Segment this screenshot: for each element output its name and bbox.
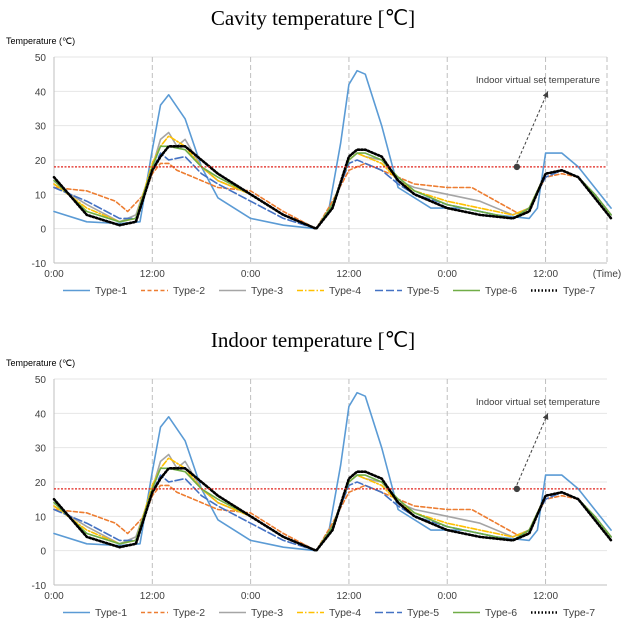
x-tick-label: 12:00 xyxy=(336,269,361,280)
legend-item-type-3: Type-3 xyxy=(251,285,283,297)
y-tick-label: 0 xyxy=(40,547,46,558)
legend-item-type-4: Type-4 xyxy=(329,607,361,619)
series-line-type-7 xyxy=(52,467,613,552)
legend-item-type-3: Type-3 xyxy=(251,607,283,619)
x-tick-label: 12:00 xyxy=(336,591,361,602)
chart-svg: -10 0 10 20 30 40 50 0:00 12:00 0:00 12:00 0:00 12:0… xyxy=(6,358,613,619)
x-tick-label: 12:00 xyxy=(140,591,165,602)
y-tick-label: 20 xyxy=(35,478,47,489)
annotation-arrow xyxy=(516,413,549,486)
y-axis-label: Temperature (℃) xyxy=(6,358,75,368)
y-tick-label: 30 xyxy=(35,444,47,455)
legend-item-type-5: Type-5 xyxy=(407,285,439,297)
y-tick-label: 50 xyxy=(35,375,47,386)
annotation-marker xyxy=(513,485,521,493)
chart-svg: -10 0 10 20 30 40 50 0:00 12:00 0:00 12:00 0:00 12:0… xyxy=(6,36,622,297)
x-tick-label: 0:00 xyxy=(438,591,458,602)
y-tick-label: 10 xyxy=(35,512,47,523)
legend-item-type-7: Type-7 xyxy=(563,607,595,619)
y-tick-label: 40 xyxy=(35,87,47,98)
annotation-marker xyxy=(513,163,521,171)
annotation-arrow xyxy=(516,91,549,164)
legend-item-type-1: Type-1 xyxy=(95,607,127,619)
chart-title: Indoor temperature [℃] xyxy=(210,328,416,352)
x-tick-label: 0:00 xyxy=(241,269,261,280)
y-tick-label: -10 xyxy=(32,259,47,270)
legend-item-type-5: Type-5 xyxy=(407,607,439,619)
x-tick-label: 12:00 xyxy=(533,269,558,280)
y-tick-label: 10 xyxy=(35,190,47,201)
series-line-type-7 xyxy=(52,145,613,230)
y-tick-label: -10 xyxy=(32,581,47,592)
legend-item-type-4: Type-4 xyxy=(329,285,361,297)
y-tick-label: 0 xyxy=(40,225,46,236)
x-tick-label: 0:00 xyxy=(44,269,64,280)
legend-item-type-6: Type-6 xyxy=(485,607,517,619)
legend-item-type-6: Type-6 xyxy=(485,285,517,297)
chart-title: Cavity temperature [℃] xyxy=(210,6,416,30)
legend-item-type-2: Type-2 xyxy=(173,285,205,297)
series-line-type-1 xyxy=(53,391,612,552)
y-tick-label: 50 xyxy=(35,53,47,64)
legend-item-type-2: Type-2 xyxy=(173,607,205,619)
x-tick-label: 12:00 xyxy=(140,269,165,280)
y-tick-label: 20 xyxy=(35,156,47,167)
indoor-temperature-chart: Indoor temperature [℃] -10 0 10 20 30 40 50 0:0… xyxy=(0,322,626,622)
legend-item-type-7: Type-7 xyxy=(563,285,595,297)
series-line-type-1 xyxy=(53,69,612,230)
y-tick-label: 40 xyxy=(35,409,47,420)
legend-item-type-1: Type-1 xyxy=(95,285,127,297)
y-tick-label: 30 xyxy=(35,122,47,133)
annotation-label: Indoor virtual set temperature xyxy=(476,397,600,408)
annotation-label: Indoor virtual set temperature xyxy=(476,75,600,86)
cavity-temperature-chart: Cavity temperature [℃] -10 0 10 20 30 40 50 0:0… xyxy=(0,0,626,300)
x-tick-label: (Time) xyxy=(593,269,622,280)
x-tick-label: 0:00 xyxy=(44,591,64,602)
x-tick-label: 12:00 xyxy=(533,591,558,602)
y-axis-label: Temperature (℃) xyxy=(6,36,75,46)
x-tick-label: 0:00 xyxy=(438,269,458,280)
x-tick-label: 0:00 xyxy=(241,591,261,602)
